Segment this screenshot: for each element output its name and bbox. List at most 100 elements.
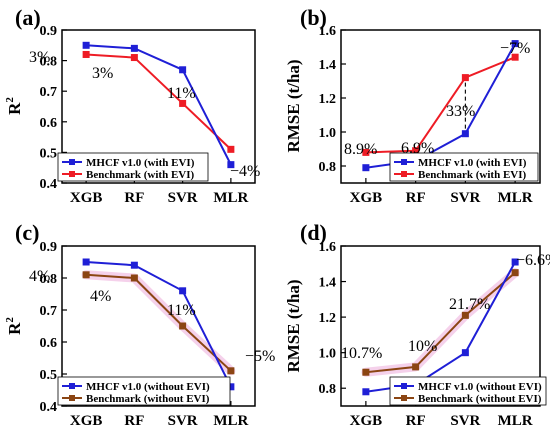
legend-box [57, 376, 231, 406]
data-point [227, 367, 235, 375]
y-tick-label: 0.6 [40, 116, 58, 131]
y-axis-label-superscript: 2 [4, 97, 16, 103]
difference-annotation: −4% [230, 163, 260, 180]
y-axis-label-superscript: 2 [4, 317, 16, 323]
series-line [86, 44, 232, 166]
difference-annotation: 11% [167, 302, 196, 319]
data-point [511, 40, 519, 48]
x-tick-label: MLR [213, 190, 248, 206]
difference-annotation: 3% [92, 65, 113, 82]
panel-label: (b) [300, 5, 327, 30]
legend-label: MHCF v1.0 (with EVI) [418, 157, 527, 169]
x-tick-label: RF [124, 413, 144, 429]
data-point [130, 274, 138, 282]
series-line [86, 261, 232, 388]
data-point [412, 363, 420, 371]
difference-annotation: −5% [245, 348, 275, 365]
data-point [82, 258, 90, 266]
data-point [227, 383, 235, 391]
data-point [130, 54, 138, 62]
data-point [511, 258, 519, 266]
y-tick-label: 0.5 [40, 146, 58, 161]
x-tick-label: MLR [498, 190, 533, 206]
legend-label: Benchmark (without EVI) [418, 393, 542, 405]
legend-label: MHCF v1.0 (without EVI) [86, 381, 210, 393]
legend-marker [401, 171, 407, 177]
difference-annotation: 4% [90, 288, 111, 305]
y-tick-label: 0.4 [40, 400, 58, 415]
legend-label: MHCF v1.0 (with EVI) [86, 157, 195, 169]
series-line [86, 53, 232, 151]
y-tick-label: 0.8 [319, 160, 337, 175]
y-tick-label: 0.8 [40, 55, 58, 70]
y-tick-label: 1.0 [319, 126, 337, 141]
data-point [130, 261, 138, 269]
data-point [82, 50, 90, 58]
data-point [82, 271, 90, 279]
panel-b: 0.8 1.0 1.2 1.4 1.6 XGB RF SVR MLR RMSE (t/ha) (b)… [284, 5, 541, 206]
data-point [511, 269, 519, 277]
y-tick-label: 0.8 [40, 272, 58, 287]
difference-annotation: 33% [446, 103, 475, 120]
series-line [365, 43, 517, 169]
plot-frame [61, 29, 256, 184]
data-point [227, 145, 235, 153]
x-tick-label: XGB [350, 190, 383, 206]
y-tick-label: 1.2 [319, 92, 337, 107]
x-tick-label: MLR [213, 413, 248, 429]
y-tick-label: 0.9 [40, 24, 58, 39]
legend-box [389, 376, 547, 406]
legend-label: MHCF v1.0 (without EVI) [418, 381, 542, 393]
x-tick-label: XGB [350, 413, 383, 429]
data-point [412, 147, 420, 155]
x-tick-label: SVR [450, 190, 480, 206]
x-tick-label: SVR [450, 413, 480, 429]
legend-marker [401, 395, 407, 401]
legend-marker [69, 171, 75, 177]
plot-frame [340, 29, 541, 184]
data-point [461, 74, 469, 82]
legend-label: Benchmark (with EVI) [86, 169, 195, 181]
data-point [461, 349, 469, 357]
difference-annotation: −6.6% [516, 252, 550, 269]
difference-annotation: 21.7% [449, 296, 490, 313]
x-tick-label: RF [124, 190, 144, 206]
data-point [362, 388, 370, 396]
difference-annotation: 3% [29, 49, 50, 66]
data-point [130, 44, 138, 52]
series-line [86, 273, 232, 372]
y-tick-label: 1.4 [319, 276, 337, 291]
y-tick-label: 1.0 [319, 347, 337, 362]
y-tick-label: 0.7 [40, 85, 58, 100]
data-point [362, 164, 370, 172]
series-line [365, 271, 516, 374]
y-tick-label: 0.6 [40, 336, 58, 351]
y-tick-label: 0.4 [40, 177, 58, 192]
x-tick-label: RF [406, 413, 426, 429]
legend-box [389, 152, 539, 182]
difference-annotation: 8.9% [344, 141, 377, 158]
data-point [461, 130, 469, 138]
y-tick-label: 0.7 [40, 304, 58, 319]
y-tick-label: 0.8 [319, 382, 337, 397]
panel-label: (c) [15, 220, 39, 245]
legend-marker [401, 383, 407, 389]
highlight-band [361, 268, 520, 377]
data-point [179, 66, 187, 74]
panel-c: 0.4 0.5 0.6 0.7 0.8 0.9 XGB RF SVR MLR R2 (c) 4% 4% 11… [4, 220, 275, 429]
difference-annotation: 10.7% [341, 345, 382, 362]
y-tick-label: 0.5 [40, 368, 58, 383]
difference-annotation: 11% [167, 85, 196, 102]
legend-marker [69, 159, 75, 165]
data-point [82, 41, 90, 49]
y-axis-label: RMSE (t/ha) [284, 59, 303, 152]
data-point [179, 322, 187, 330]
legend-box [57, 152, 209, 182]
y-axis-label: RMSE (t/ha) [284, 279, 303, 372]
x-tick-label: RF [406, 190, 426, 206]
panel-a: 0.4 0.5 0.6 0.7 0.8 0.9 XGB RF SVR MLR R2 (a) 3% 3% 11… [4, 5, 260, 206]
y-tick-label: 0.9 [40, 240, 58, 255]
legend-marker [69, 383, 75, 389]
data-point [227, 161, 235, 169]
y-axis-label: R2 [4, 97, 24, 115]
